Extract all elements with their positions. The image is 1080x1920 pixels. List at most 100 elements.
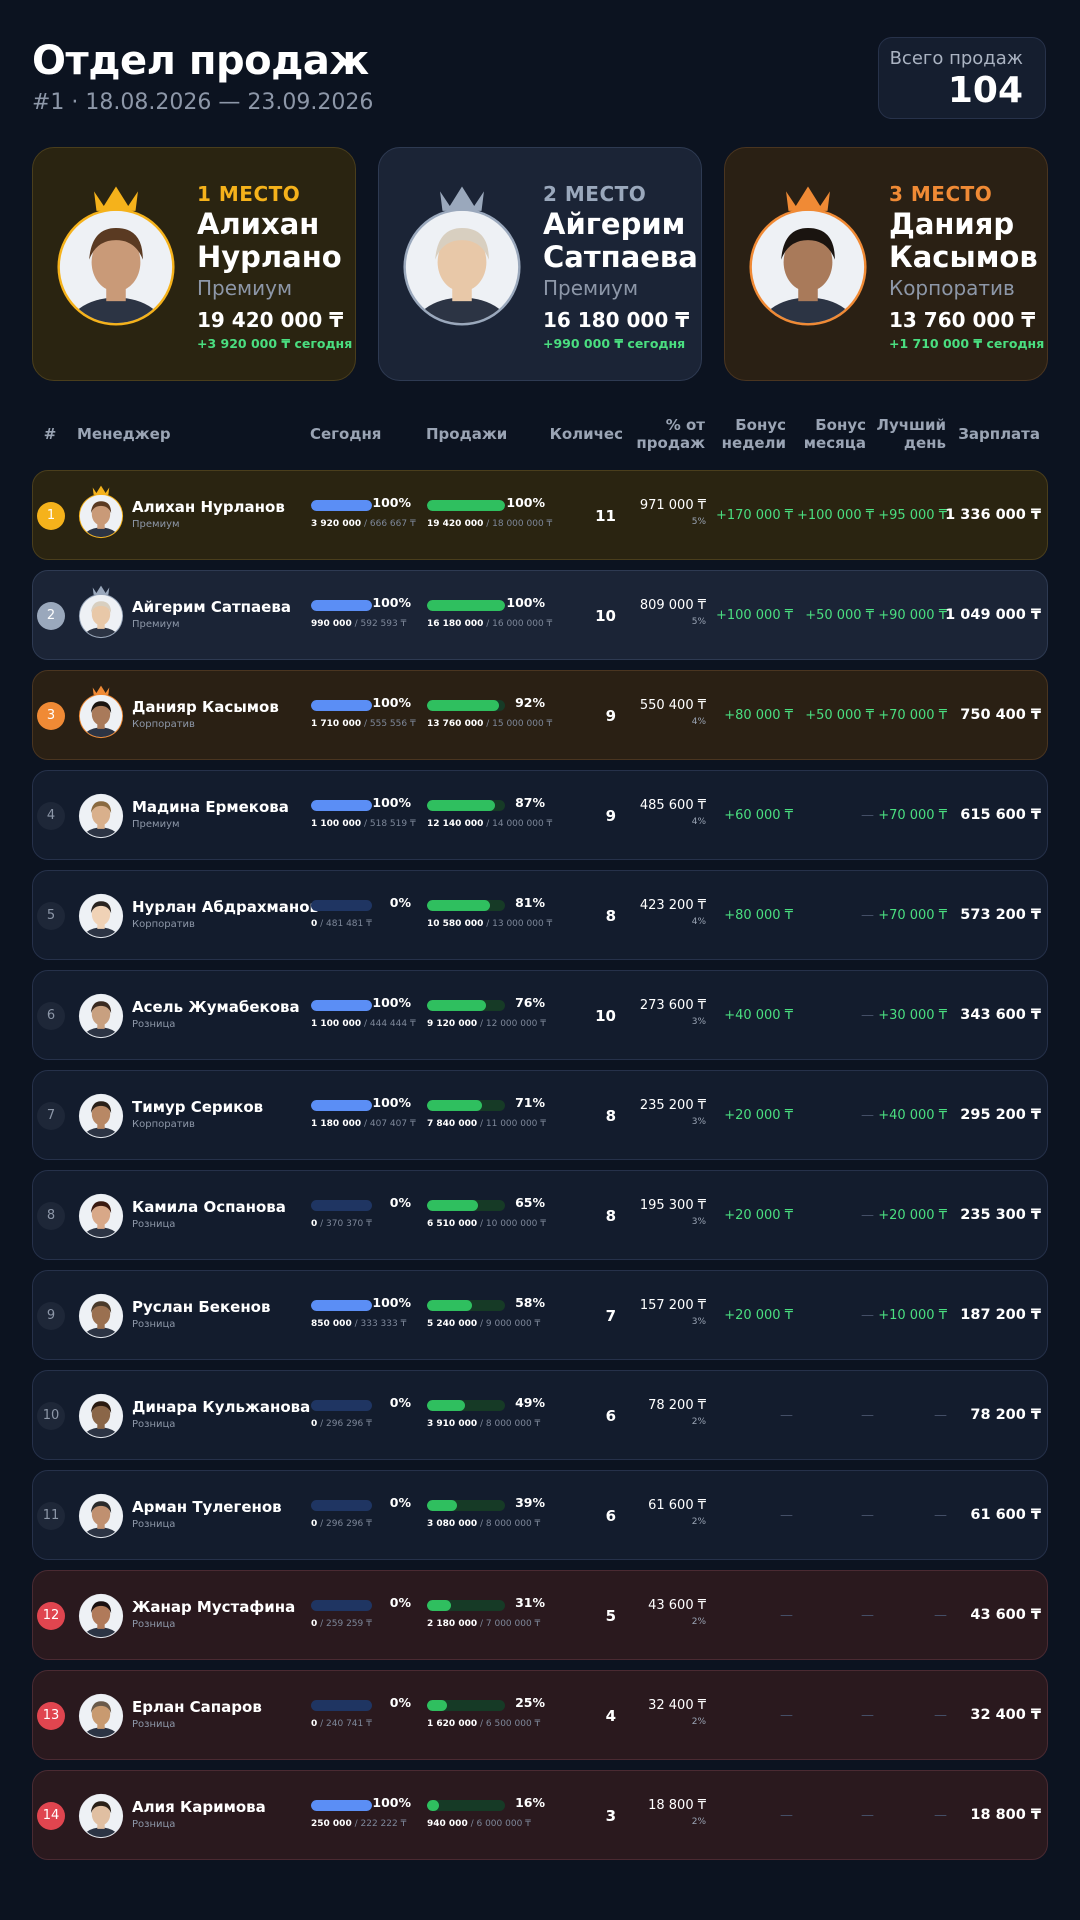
sales-plan: / 16 000 000 ₸ [486,619,553,629]
podium-card: 1 МЕСТО Алихан Нурлано Премиум 19 420 000 ₸… [32,147,356,381]
today-percent: 100% [372,1095,411,1110]
salary: 187 200 ₸ [960,1307,1041,1323]
sales-share-percent: 3% [691,1117,706,1127]
salary: 18 800 ₸ [970,1807,1041,1823]
avatar-image [749,186,867,326]
today-percent: 100% [372,995,411,1010]
sales-done: 6 510 000 [427,1219,478,1229]
bonus-month: — [861,1108,874,1123]
column-header: Бонус недели [721,416,786,452]
today-plan: / 592 593 ₸ [354,619,407,629]
manager-name: Айгерим Сатпаева [132,598,291,616]
today-plan: / 296 296 ₸ [320,1419,372,1429]
today-done: 0 [311,1619,318,1629]
sales-fill [427,900,491,911]
sales-done: 7 840 000 [427,1119,478,1129]
sales-share: 235 200 ₸ [639,1098,706,1113]
deal-count: 10 [595,1007,616,1025]
today-detail: 0 / 481 481 ₸ [311,919,372,929]
today-done: 0 [311,919,318,929]
deal-count: 4 [605,1707,616,1725]
sales-percent: 49% [515,1395,545,1410]
today-plan: / 407 407 ₸ [363,1119,416,1129]
salary: 573 200 ₸ [960,907,1041,923]
podium-place: 2 МЕСТО [543,182,647,206]
sales-fill [427,800,495,811]
bonus-month: +50 000 ₸ [805,608,874,623]
best-day: +70 000 ₸ [878,708,947,723]
best-day: +70 000 ₸ [878,808,947,823]
sales-share-percent: 3% [691,1317,706,1327]
deal-count: 8 [605,907,616,925]
today-percent: 0% [389,1395,411,1410]
table-row: 12 Жанар Мустафина Розница 0% 0 / 259 259 ₸… [32,1570,1048,1660]
avatar-image [78,1093,124,1139]
today-detail: 3 920 000 / 666 667 ₸ [311,519,416,529]
today-detail: 1 710 000 / 555 556 ₸ [311,719,416,729]
sales-track [427,1000,505,1011]
sales-track [427,1700,505,1711]
avatar [78,1393,124,1439]
manager-tier: Корпоратив [132,919,195,930]
sales-plan: / 10 000 000 ₸ [479,1219,546,1229]
manager-tier: Корпоратив [132,719,195,730]
sales-fill [427,1500,458,1511]
salary: 61 600 ₸ [970,1507,1041,1523]
deal-count: 10 [595,607,616,625]
sales-track [427,1100,505,1111]
today-track [311,600,372,611]
sales-plan: / 8 000 000 ₸ [479,1519,541,1529]
deal-count: 8 [605,1107,616,1125]
podium-today: +990 000 ₸ сегодня [543,336,686,351]
sales-track [427,1300,505,1311]
manager-tier: Розница [132,1019,176,1030]
sales-fill [427,1000,487,1011]
avatar [78,1193,124,1239]
sales-share-percent: 2% [691,1817,706,1827]
podium-tier: Корпоратив [889,276,1015,300]
avatar [78,1093,124,1139]
sales-track [427,900,505,911]
sales-share: 195 300 ₸ [639,1198,706,1213]
page-subtitle: #1 · 18.08.2026 — 23.09.2026 [32,90,374,115]
manager-name: Ерлан Сапаров [132,1698,262,1716]
today-plan: / 222 222 ₸ [354,1819,407,1829]
bonus-week: — [780,1808,793,1823]
bonus-month: — [861,1308,874,1323]
sales-percent: 100% [506,595,545,610]
sales-fill [427,1800,440,1811]
sales-plan: / 8 000 000 ₸ [479,1419,541,1429]
rank-badge: 10 [37,1402,65,1430]
bonus-week: — [780,1708,793,1723]
table-row: 3 Данияр Касымов Корпоратив 100% 1 710 000 … [32,670,1048,760]
bonus-week: +100 000 ₸ [715,608,793,623]
today-fill [311,700,372,711]
sales-fill [427,1100,483,1111]
manager-tier: Розница [132,1519,176,1530]
deal-count: 11 [595,507,616,525]
bonus-month: — [861,1208,874,1223]
sales-percent: 92% [515,695,545,710]
manager-name: Нурлан Абдрахманов [132,898,320,916]
column-header: Количес [549,425,623,443]
today-detail: 850 000 / 333 333 ₸ [311,1319,406,1329]
sales-done: 10 580 000 [427,919,484,929]
sales-detail: 19 420 000 / 18 000 000 ₸ [427,519,552,529]
avatar [401,186,523,328]
table-row: 7 Тимур Сериков Корпоратив 100% 1 180 000 /… [32,1070,1048,1160]
sales-plan: / 9 000 000 ₸ [479,1319,541,1329]
podium-place: 1 МЕСТО [197,182,301,206]
manager-tier: Премиум [132,619,180,630]
bonus-month: — [861,908,874,923]
total-value: 104 [947,70,1023,111]
today-fill [311,800,372,811]
manager-name: Руслан Бекенов [132,1298,271,1316]
today-done: 3 920 000 [311,519,362,529]
today-done: 850 000 [311,1319,352,1329]
bonus-month: +100 000 ₸ [796,508,874,523]
podium-sales: 19 420 000 ₸ [197,308,344,332]
manager-tier: Розница [132,1219,176,1230]
sales-share-percent: 3% [691,1217,706,1227]
today-detail: 0 / 296 296 ₸ [311,1519,372,1529]
sales-detail: 7 840 000 / 11 000 000 ₸ [427,1119,546,1129]
